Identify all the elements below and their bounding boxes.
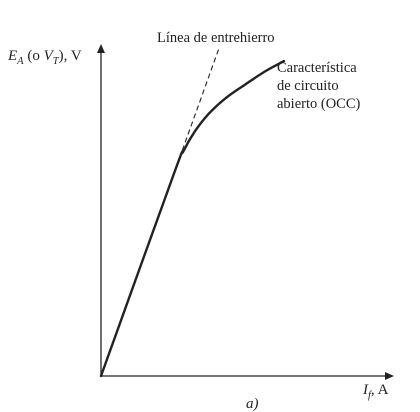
axes <box>97 44 394 380</box>
x-axis-label: If, A <box>362 382 389 401</box>
occ-label-line-2: de circuito <box>277 78 339 94</box>
air-gap-line <box>173 47 220 175</box>
panel-label: a) <box>246 396 259 412</box>
series-layer <box>99 47 286 378</box>
occ-label-line-3: abierto (OCC) <box>277 96 361 112</box>
air-gap-line-label: Línea de entrehierro <box>157 30 275 46</box>
y-axis-label: EA (o VT), V <box>7 48 82 67</box>
occ-label-line-1: Característica <box>277 60 357 76</box>
occ-curve <box>99 59 286 378</box>
